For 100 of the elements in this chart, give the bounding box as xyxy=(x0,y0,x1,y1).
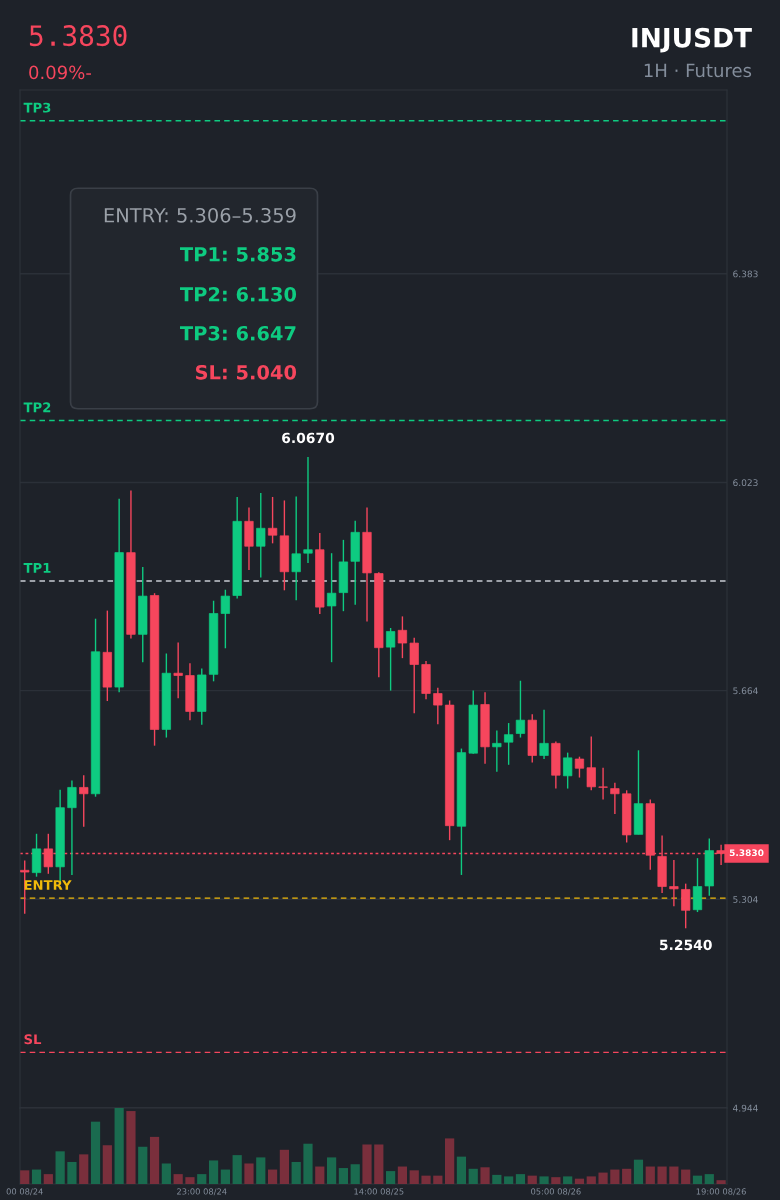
bar xyxy=(386,1171,396,1184)
ref-line-label: TP1 xyxy=(23,563,51,573)
x-tick-label: 19:00 08/26 xyxy=(696,1188,746,1196)
annotation: TP1: 5.853 xyxy=(180,246,296,262)
bar xyxy=(79,1154,89,1184)
candlestick xyxy=(291,495,301,601)
y-tick-label: 6.023 xyxy=(733,479,758,487)
candlestick xyxy=(539,709,549,760)
bar xyxy=(527,1175,537,1184)
bar xyxy=(197,1174,207,1184)
bar xyxy=(279,1149,289,1184)
candlestick xyxy=(386,627,396,692)
bar xyxy=(633,1159,644,1184)
candlestick xyxy=(173,641,183,699)
bar xyxy=(586,1176,596,1184)
bar xyxy=(622,1168,632,1184)
candlestick xyxy=(692,857,703,913)
annotation: ENTRY: 5.306–5.359 xyxy=(104,207,296,223)
ref-line-label: TP3 xyxy=(23,102,51,113)
bar xyxy=(692,1175,703,1184)
bar xyxy=(456,1156,467,1184)
text: 5.3830 xyxy=(29,25,127,47)
bar xyxy=(43,1174,53,1184)
bar xyxy=(161,1163,171,1184)
bar xyxy=(504,1176,514,1184)
x-tick-label: 05:00 08/26 xyxy=(531,1188,581,1196)
bar xyxy=(480,1167,490,1184)
bar xyxy=(114,1108,124,1184)
bar xyxy=(421,1175,431,1184)
bar xyxy=(362,1144,372,1184)
candlestick xyxy=(669,859,679,907)
annotation: 5.2540 xyxy=(659,939,712,951)
candlestick xyxy=(303,456,313,564)
annotation: SL: 5.040 xyxy=(195,364,297,380)
bar xyxy=(551,1177,561,1184)
bar xyxy=(55,1151,65,1184)
bar xyxy=(20,1170,30,1184)
bar xyxy=(409,1170,419,1184)
bar xyxy=(645,1166,655,1184)
bar xyxy=(716,1180,726,1184)
x-tick-label: 23:00 08/24 xyxy=(177,1188,227,1196)
candlestick xyxy=(256,492,266,579)
candlestick xyxy=(504,722,514,766)
bar xyxy=(574,1178,585,1184)
bar xyxy=(67,1161,77,1184)
bar xyxy=(338,1168,349,1184)
bar xyxy=(102,1145,112,1184)
candlestick xyxy=(267,496,278,545)
bar xyxy=(138,1146,148,1184)
y-tick-label: 5.304 xyxy=(733,896,758,903)
y-tick-label: 6.383 xyxy=(733,270,758,278)
candlestick xyxy=(397,615,408,659)
y-tick-label: 5.664 xyxy=(733,687,758,695)
candlestick xyxy=(409,637,419,714)
bar xyxy=(598,1172,608,1184)
candlestick xyxy=(79,774,89,828)
bar xyxy=(681,1169,691,1184)
ref-line-label: 5.3830 xyxy=(729,849,764,857)
bar xyxy=(563,1176,573,1184)
chart-title: INJUSDT xyxy=(632,27,752,53)
bar xyxy=(173,1174,183,1184)
bar xyxy=(610,1169,620,1184)
annotation: TP2: 6.130 xyxy=(180,286,297,302)
ref-line-label: SL xyxy=(24,1034,42,1045)
candlestick xyxy=(610,782,620,815)
bar xyxy=(244,1163,254,1184)
bar xyxy=(704,1174,714,1184)
candlestick xyxy=(586,735,596,792)
bar xyxy=(208,1160,219,1184)
candlestick xyxy=(598,767,608,801)
candlestick xyxy=(67,779,77,876)
annotation: 6.0670 xyxy=(282,432,335,444)
x-tick-label: 14:00 08/25 xyxy=(354,1188,404,1196)
bar xyxy=(374,1144,384,1184)
bar xyxy=(669,1166,679,1184)
bar xyxy=(303,1143,313,1184)
bar xyxy=(267,1169,278,1184)
bar xyxy=(126,1111,136,1184)
bar xyxy=(90,1121,101,1184)
bar xyxy=(31,1169,42,1184)
bar xyxy=(445,1138,455,1184)
bar xyxy=(149,1136,160,1184)
bar xyxy=(232,1155,242,1184)
candlestick xyxy=(433,687,443,725)
candlestick xyxy=(681,882,691,929)
candlestick xyxy=(31,833,42,878)
bar xyxy=(350,1164,360,1184)
y-tick-label: 4.944 xyxy=(733,1104,758,1112)
x-tick-label: 00 08/24 xyxy=(6,1188,43,1196)
bar xyxy=(433,1175,443,1184)
bar xyxy=(220,1169,230,1184)
candlestick xyxy=(220,589,230,649)
ref-line-label: TP2 xyxy=(23,402,51,413)
bar xyxy=(327,1157,337,1184)
annotation: TP3: 6.647 xyxy=(180,325,296,341)
bar xyxy=(539,1176,549,1184)
text: 0.09%- xyxy=(29,65,91,80)
candlestick xyxy=(563,751,573,790)
bar xyxy=(256,1157,266,1184)
bar xyxy=(315,1166,325,1184)
